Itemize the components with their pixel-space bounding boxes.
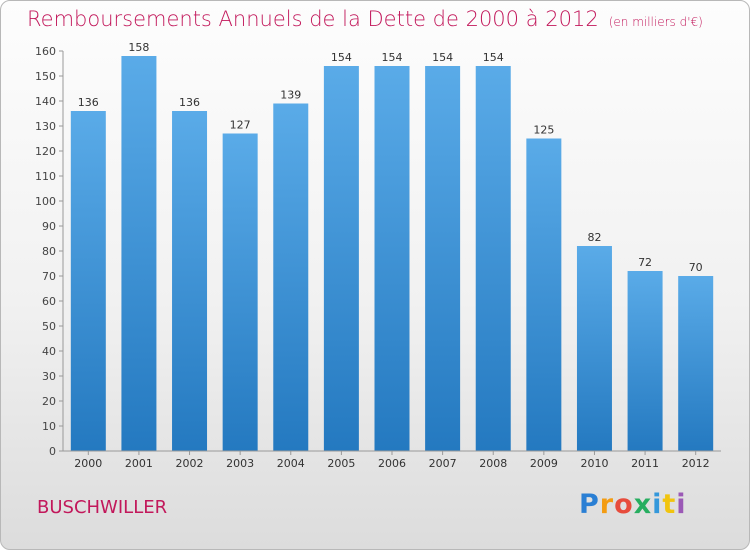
bar-value-label: 158 [128,41,149,54]
proxiti-logo: Proxiti [579,489,687,520]
bar [576,246,612,451]
bar-value-label: 82 [587,231,601,244]
bar [222,133,258,451]
bar-value-label: 125 [533,124,554,137]
logo-letter: t [662,489,677,520]
x-tick-label: 2008 [479,457,507,470]
bar-value-label: 154 [483,51,504,64]
bar [121,56,157,451]
x-tick-label: 2010 [580,457,608,470]
x-tick-label: 2003 [226,457,254,470]
logo-letter: P [579,489,600,520]
chart-title-text: Remboursements Annuels de la Dette de 20… [27,7,599,31]
bar [323,66,359,451]
x-tick-label: 2009 [530,457,558,470]
bar [678,276,714,451]
bar-value-label: 154 [432,51,453,64]
bar-value-label: 136 [78,96,99,109]
bar [273,103,309,451]
logo-letter: r [599,489,615,520]
y-tick-label: 60 [42,295,56,308]
bar [374,66,410,451]
y-tick-label: 70 [42,270,56,283]
bar-value-label: 154 [382,51,403,64]
bar [526,138,562,451]
x-tick-label: 2011 [631,457,659,470]
x-tick-label: 2005 [327,457,355,470]
y-tick-label: 80 [42,245,56,258]
bar [627,271,663,451]
bar-value-label: 139 [280,89,301,102]
x-tick-label: 2007 [429,457,457,470]
bar-value-label: 127 [230,119,251,132]
bar [70,111,106,451]
chart-title: Remboursements Annuels de la Dette de 20… [27,7,703,31]
y-tick-label: 120 [35,145,56,158]
y-tick-label: 100 [35,195,56,208]
city-name: BUSCHWILLER [37,497,168,518]
logo-letter: x [633,489,653,520]
bars: 136 158 136 127 139 154 154 154 154 125 82 72 70 [70,41,714,451]
y-axis: 0 10 20 30 40 50 60 70 80 90 100 110 120 130 140 150 160 [35,45,64,458]
bar [475,66,511,451]
bar [425,66,461,451]
x-tick-label: 2006 [378,457,406,470]
bar-value-label: 70 [689,261,703,274]
logo-letter: o [614,489,634,520]
y-tick-label: 140 [35,95,56,108]
bar [172,111,208,451]
x-tick-label: 2012 [682,457,710,470]
chart-unit: (en milliers d'€) [608,15,703,29]
y-tick-label: 110 [35,170,56,183]
x-tick-label: 2002 [176,457,204,470]
bar-value-label: 136 [179,96,200,109]
logo-letter: i [652,489,663,520]
y-tick-label: 10 [42,420,56,433]
y-tick-label: 160 [35,45,56,58]
logo-letter: i [676,489,687,520]
bar-value-label: 72 [638,256,652,269]
y-tick-label: 40 [42,345,56,358]
y-tick-label: 20 [42,395,56,408]
x-axis: 2000 2001 2002 2003 2004 2005 2006 2007 2008 2009… [63,450,721,470]
x-tick-label: 2004 [277,457,305,470]
y-tick-label: 90 [42,220,56,233]
y-tick-label: 150 [35,70,56,83]
y-tick-label: 130 [35,120,56,133]
y-tick-label: 30 [42,370,56,383]
y-tick-label: 0 [49,445,56,458]
x-tick-label: 2000 [74,457,102,470]
x-tick-label: 2001 [125,457,153,470]
bar-value-label: 154 [331,51,352,64]
y-tick-label: 50 [42,320,56,333]
